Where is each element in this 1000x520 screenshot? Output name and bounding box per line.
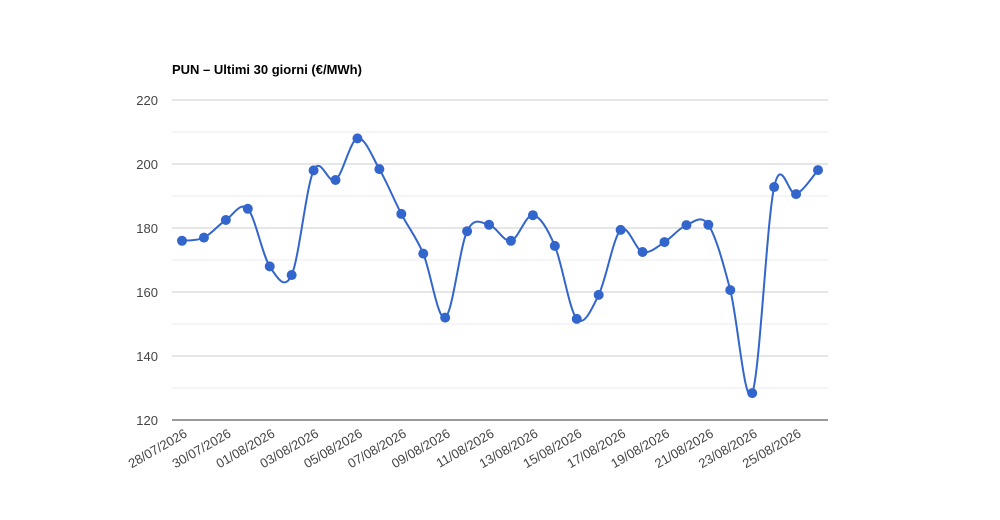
- chart-title: PUN – Ultimi 30 giorni (€/MWh): [172, 62, 362, 77]
- y-tick-label: 180: [136, 221, 158, 236]
- point: [396, 208, 407, 219]
- point: [813, 165, 823, 176]
- y-tick-label: 120: [136, 413, 158, 428]
- point: [681, 220, 692, 231]
- point: [242, 203, 253, 214]
- point: [462, 226, 473, 237]
- point: [177, 235, 187, 246]
- y-tick-label: 160: [136, 285, 158, 300]
- point: [747, 388, 758, 399]
- point: [571, 313, 582, 324]
- point: [220, 215, 231, 225]
- point: [198, 232, 209, 243]
- point: [659, 237, 670, 248]
- point: [549, 240, 560, 251]
- line: [181, 137, 819, 397]
- point: [484, 219, 495, 230]
- y-tick-label: 220: [136, 93, 158, 108]
- y-tick-label: 140: [136, 349, 158, 364]
- point: [791, 189, 802, 200]
- point: [637, 247, 648, 257]
- point: [374, 164, 385, 175]
- point: [593, 289, 604, 300]
- point: [615, 224, 626, 235]
- point: [440, 312, 451, 323]
- point: [264, 261, 275, 272]
- point: [725, 285, 736, 296]
- point: [527, 210, 538, 221]
- point: [703, 219, 714, 230]
- point: [418, 248, 429, 259]
- point: [352, 133, 363, 144]
- point: [769, 182, 780, 193]
- point: [505, 235, 516, 246]
- point: [286, 270, 297, 281]
- point: [330, 175, 341, 185]
- point: [308, 165, 319, 176]
- y-tick-label: 200: [136, 157, 158, 172]
